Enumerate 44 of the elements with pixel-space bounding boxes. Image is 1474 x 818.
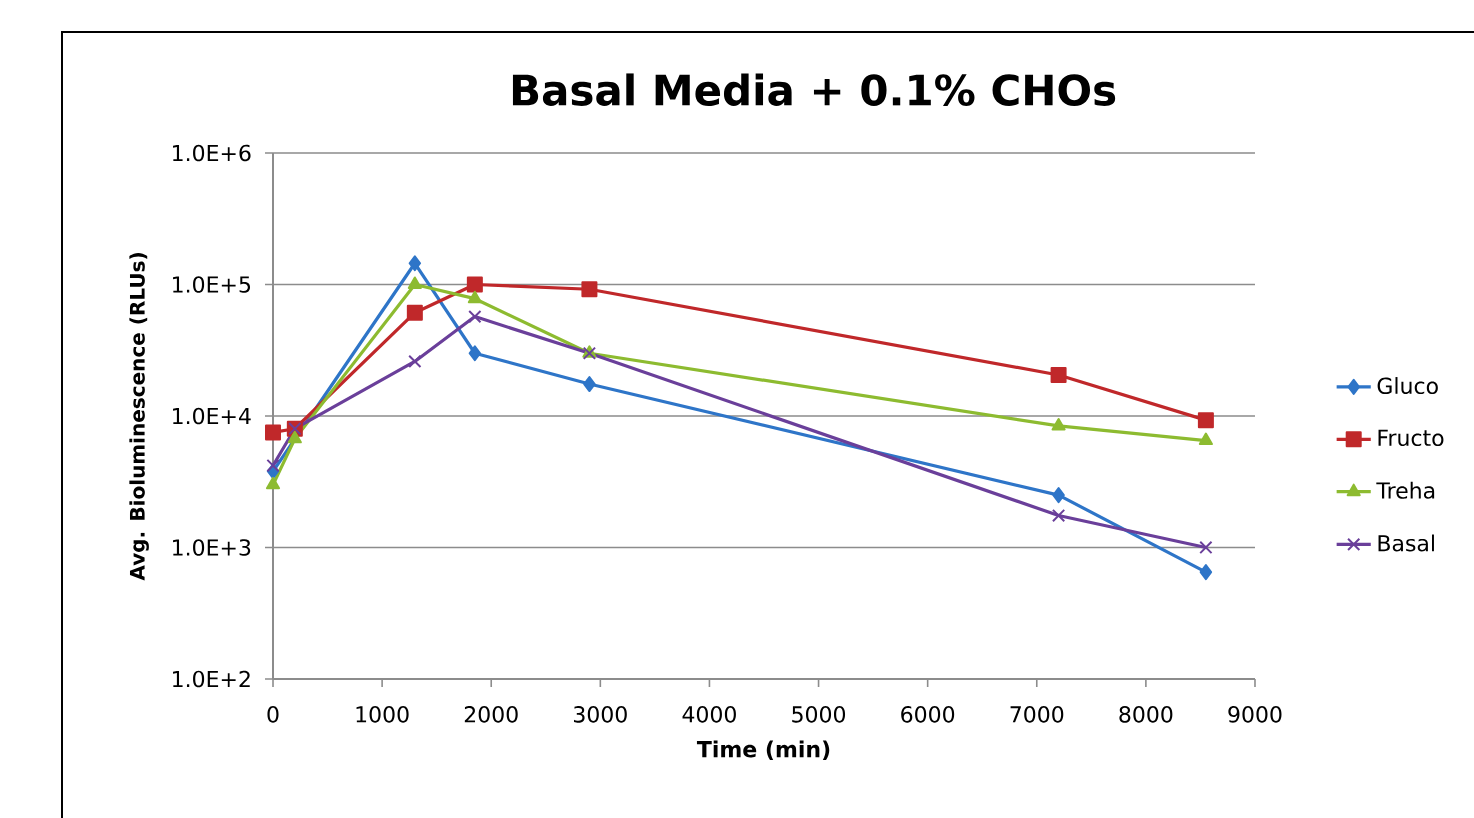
legend-label: Treha xyxy=(1376,481,1435,499)
point xyxy=(1197,412,1214,429)
point xyxy=(265,476,281,490)
point xyxy=(468,345,482,362)
x-tick-label: 3000 xyxy=(574,706,627,723)
legend-label: Fructo xyxy=(1378,429,1444,447)
y-axis-title: Avg. Bioluminescence (RLUs) xyxy=(129,253,149,581)
point xyxy=(407,276,422,289)
x-tick-label: 0 xyxy=(267,706,279,723)
point xyxy=(266,458,280,473)
point xyxy=(467,290,482,304)
x-tick-label: 5000 xyxy=(792,706,846,723)
point xyxy=(1052,487,1065,504)
point xyxy=(1199,564,1213,581)
y-tick-label: 1.0E+6 xyxy=(173,144,251,162)
point xyxy=(287,430,302,444)
point xyxy=(406,304,423,321)
point xyxy=(265,424,281,441)
x-tick-label: 4000 xyxy=(682,706,736,723)
y-tick-label: 1.0E+2 xyxy=(173,670,250,688)
point xyxy=(583,376,596,393)
point xyxy=(1050,366,1067,383)
legend-label: Basal xyxy=(1378,534,1434,552)
x-axis-title: Time (min) xyxy=(696,740,830,761)
x-tick-label: 6000 xyxy=(901,706,955,723)
point xyxy=(468,309,482,324)
x-tick-label: 9000 xyxy=(1228,706,1282,723)
y-tick-label: 1.0E+5 xyxy=(173,276,251,293)
legend-label: Gluco xyxy=(1377,377,1438,395)
point xyxy=(1051,508,1066,523)
point xyxy=(1198,432,1213,446)
point xyxy=(1199,540,1213,555)
x-tick-label: 1000 xyxy=(356,706,409,723)
point xyxy=(1051,417,1066,431)
point xyxy=(466,276,483,293)
x-tick-label: 7000 xyxy=(1010,706,1064,723)
y-tick-label: 1.0E+4 xyxy=(173,407,251,425)
y-tick-label: 1.0E+3 xyxy=(173,539,251,556)
point xyxy=(408,354,422,369)
x-tick-label: 8000 xyxy=(1119,706,1173,723)
x-tick-label: 2000 xyxy=(464,706,518,723)
chart-title: Basal Media + 0.1% CHOs xyxy=(512,73,1116,106)
point xyxy=(581,281,598,298)
point xyxy=(408,255,422,272)
